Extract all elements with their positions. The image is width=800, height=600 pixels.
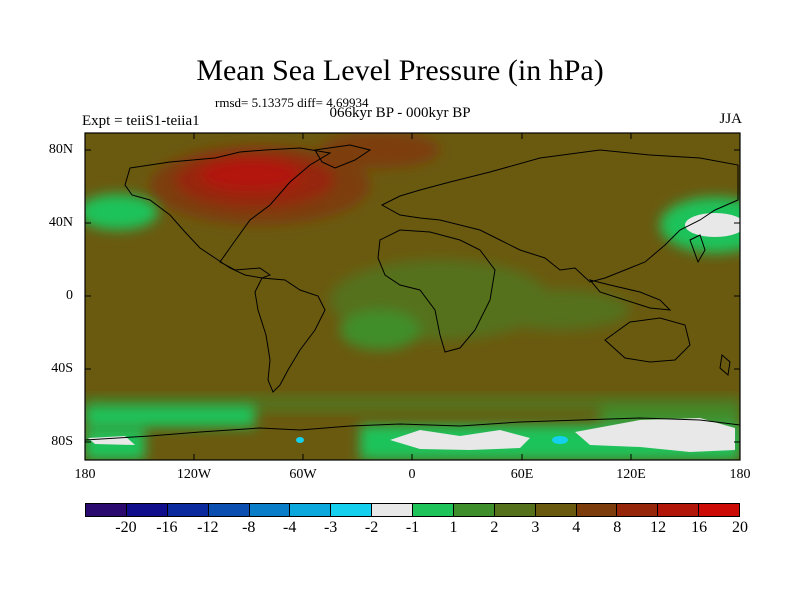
colorbar-label: -8 xyxy=(242,519,256,536)
low-core-pacific xyxy=(685,213,740,237)
colorbar-swatch xyxy=(413,504,454,516)
lon-label-120e: 120E xyxy=(616,467,646,482)
axis-ticks xyxy=(85,133,740,460)
antarctic-low-region xyxy=(88,418,735,452)
colorbar-swatch xyxy=(372,504,413,516)
colorbar-label: 16 xyxy=(691,519,708,536)
lat-label-0: 0 xyxy=(66,288,73,303)
colorbar-swatch xyxy=(494,504,536,516)
coastlines xyxy=(85,144,740,441)
lat-label-40n: 40N xyxy=(48,215,73,230)
lat-label-40s: 40S xyxy=(51,361,73,376)
colorbar-swatch xyxy=(617,504,659,516)
colorbar-swatch xyxy=(86,504,127,516)
colorbar-label: 20 xyxy=(732,519,748,536)
colorbar-label: 4 xyxy=(572,519,581,536)
lon-label-60w: 60W xyxy=(289,467,317,482)
colorbar-label: 12 xyxy=(650,519,667,536)
colorbar-swatch xyxy=(699,504,739,516)
colorbar-label: -16 xyxy=(156,519,178,536)
colorbar-label: 8 xyxy=(613,519,622,536)
stats-label: rmsd= 5.13375 diff= 4.69934 xyxy=(215,95,369,110)
colorbar-swatch xyxy=(331,504,373,516)
experiment-label: Expt = teiiS1-teiia1 xyxy=(82,113,200,129)
lon-label-180e: 180 xyxy=(729,467,751,482)
lon-label-60e: 60E xyxy=(510,467,534,482)
colorbar-swatch xyxy=(453,504,495,516)
positive-anomaly-region xyxy=(150,133,440,225)
colorbar-label: -1 xyxy=(405,519,420,536)
colorbar-swatch xyxy=(167,504,209,516)
season-label: JJA xyxy=(719,111,742,127)
colorbar-label: 3 xyxy=(531,519,540,536)
colorbar-swatch xyxy=(658,504,700,516)
lon-label-180w: 180 xyxy=(74,467,96,482)
colorbar-label: 2 xyxy=(490,519,499,536)
lat-label-80s: 80S xyxy=(51,434,73,449)
colorbar-swatch xyxy=(126,504,168,516)
colorbar-swatch xyxy=(535,504,577,516)
colorbar xyxy=(85,503,740,517)
colorbar-label: -2 xyxy=(364,519,379,536)
tropical-anomaly-region xyxy=(330,260,630,350)
colorbar-swatch xyxy=(576,504,618,516)
colorbar-label: -4 xyxy=(283,519,297,536)
lon-label-0: 0 xyxy=(408,467,416,482)
colorbar-swatch xyxy=(249,504,291,516)
chart-subtitle: 066kyr BP - 000kyr BP xyxy=(329,105,471,121)
colorbar-swatch xyxy=(290,504,332,516)
lon-label-120w: 120W xyxy=(176,467,212,482)
colorbar-label: -3 xyxy=(323,519,338,536)
lat-label-80n: 80N xyxy=(48,142,73,157)
colorbar-label: -12 xyxy=(197,519,219,536)
colorbar-swatch xyxy=(208,504,250,516)
colorbar-label: 1 xyxy=(449,519,458,536)
chart-title: Mean Sea Level Pressure (in hPa) xyxy=(196,54,604,87)
colorbar-label: -20 xyxy=(115,519,137,536)
